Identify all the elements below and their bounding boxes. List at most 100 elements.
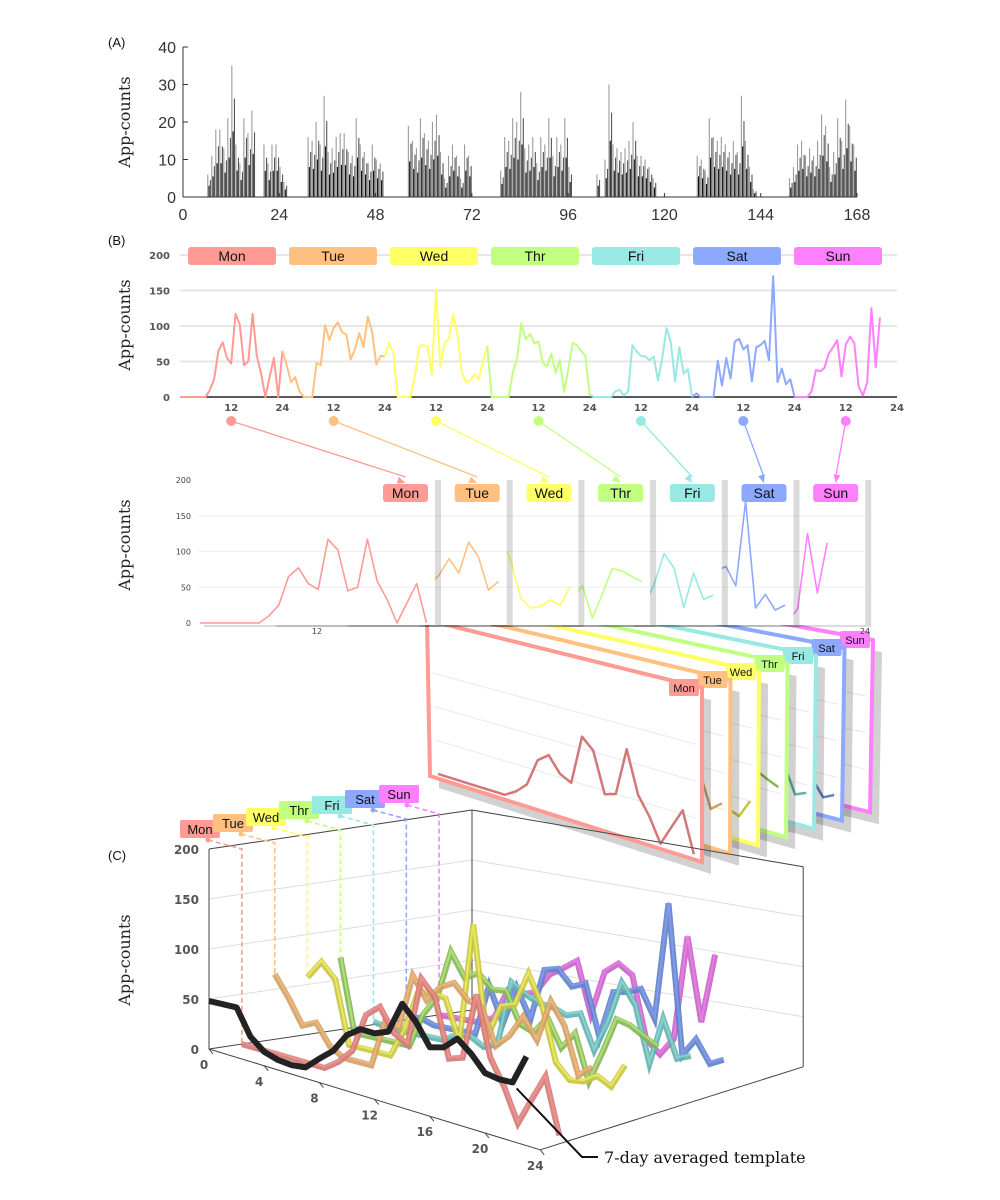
drop-line-thr bbox=[306, 820, 342, 958]
legend-label: Mon bbox=[218, 248, 245, 264]
series3d-wed bbox=[306, 922, 626, 1087]
top-back-edge bbox=[471, 809, 804, 868]
panel-a-chart: 0 10 20 30 40 0 24 48 72 96 120 144 168 bbox=[158, 40, 870, 224]
card-chip-mon bbox=[383, 484, 428, 502]
arrow-line-wed bbox=[435, 420, 550, 478]
y-tick-label: 150 bbox=[149, 287, 170, 298]
x-tick-label: 12 bbox=[312, 627, 322, 636]
card-chip-sat bbox=[741, 484, 787, 502]
frame-chip-tue bbox=[697, 671, 728, 688]
card-chip-label: Tue bbox=[465, 485, 489, 501]
x-tick-label: 24 bbox=[270, 207, 288, 224]
x-tick-label: 144 bbox=[747, 207, 774, 224]
arrow-line-sun bbox=[835, 420, 847, 478]
series3d-thr bbox=[339, 947, 659, 1084]
series-line-wed bbox=[383, 288, 489, 398]
y-tick-label: 0 bbox=[167, 190, 176, 207]
drop-line-fri bbox=[339, 815, 375, 1022]
drop-line-wed bbox=[273, 827, 309, 978]
legend-chip-sun bbox=[794, 247, 882, 265]
y-tick-label: 0 bbox=[163, 393, 170, 404]
x-tick-label: 0 bbox=[200, 1058, 208, 1072]
x-tick-label: 20 bbox=[472, 1142, 489, 1156]
arrow-line-mon bbox=[231, 420, 406, 478]
arrow-line-fri bbox=[640, 420, 693, 478]
frame-gridline bbox=[433, 706, 697, 782]
back-wall-gridline bbox=[471, 859, 804, 918]
left-wall-gridline bbox=[208, 959, 473, 1000]
card-chip-wed bbox=[526, 484, 572, 502]
x-tick-label: 8 bbox=[310, 1092, 318, 1106]
card-chip-tue bbox=[454, 484, 500, 502]
x-tick-label: 24 bbox=[527, 1159, 544, 1173]
card-chip-label: Fri bbox=[684, 485, 700, 501]
card-chip-label: Wed bbox=[535, 485, 564, 501]
x-tick-label: 12 bbox=[224, 403, 238, 414]
frame-chip-mon bbox=[669, 679, 699, 696]
x-tick-label: 12 bbox=[736, 403, 750, 414]
series-line-sun bbox=[794, 307, 881, 398]
y-axis-label-c: App-counts bbox=[115, 914, 134, 1006]
c-chip-label: Tue bbox=[222, 816, 244, 831]
frame-chip-fri bbox=[783, 647, 813, 664]
x-tick-label: 12 bbox=[429, 403, 443, 414]
c-chip-label: Sun bbox=[387, 787, 410, 802]
legend-chip-wed bbox=[390, 247, 478, 265]
x-tick-label: 12 bbox=[634, 403, 648, 414]
legend-chip-tue bbox=[289, 247, 377, 265]
card-chip-fri bbox=[669, 484, 715, 502]
frame-chip-label: Sun bbox=[845, 635, 865, 647]
annotation-leader-line bbox=[515, 1087, 598, 1158]
x-tick bbox=[484, 1132, 490, 1139]
x-tick-label: 120 bbox=[651, 207, 678, 224]
c-chip-label: Sat bbox=[355, 792, 375, 807]
card-chip-label: Sun bbox=[823, 485, 848, 501]
x-tick-label: 24 bbox=[275, 403, 289, 414]
arrow-head-sat bbox=[758, 474, 765, 483]
card-series-mon bbox=[200, 538, 428, 624]
legend-chip-thr bbox=[491, 247, 579, 265]
legend-label: Sat bbox=[726, 248, 747, 264]
panel-b-chart: 0 50 100 150 200 12 24 12 24 12 24 12 24 12 24 12 24 12 24… bbox=[149, 247, 904, 414]
x-tick-label: 12 bbox=[327, 403, 341, 414]
y-tick-label: 30 bbox=[158, 78, 176, 95]
y-tick-label: 40 bbox=[158, 40, 176, 57]
frame-chip-sat bbox=[811, 639, 842, 656]
x-tick bbox=[374, 1099, 379, 1105]
legend-label: Tue bbox=[321, 248, 345, 264]
card-chip-sun bbox=[813, 484, 859, 502]
x-tick-label: 16 bbox=[416, 1125, 433, 1139]
drop-line-sun bbox=[406, 804, 440, 1015]
legend-chip-fri bbox=[592, 247, 680, 265]
x-tick bbox=[263, 1065, 269, 1072]
x-tick-label: 24 bbox=[788, 403, 802, 414]
y-tick-label: 100 bbox=[174, 943, 199, 957]
y-tick-label: 0 bbox=[186, 619, 191, 628]
arrow-line-tue bbox=[333, 420, 478, 478]
x-tick-label: 96 bbox=[559, 207, 577, 224]
arrow-head-thr bbox=[611, 475, 621, 483]
frame-chip-label: Sat bbox=[818, 643, 835, 655]
x-tick-label: 4 bbox=[255, 1075, 263, 1089]
card-chip-label: Sat bbox=[753, 485, 774, 501]
x-tick-label: 0 bbox=[179, 207, 188, 224]
y-axis-label-stacked: App-counts bbox=[115, 499, 134, 591]
y-tick-label: 50 bbox=[156, 358, 170, 369]
y-tick-label: 150 bbox=[174, 893, 199, 907]
x-tick-label: 24 bbox=[860, 627, 870, 636]
series-line-fri bbox=[589, 327, 694, 398]
c-chip-thr bbox=[279, 801, 319, 819]
frame-series-mon bbox=[437, 735, 696, 855]
frame-chip-label: Wed bbox=[730, 667, 752, 679]
left-wall-gridline bbox=[208, 909, 473, 950]
drop-line-sat bbox=[372, 809, 408, 1020]
series-line-tue bbox=[281, 315, 386, 398]
x-tick-label: 12 bbox=[839, 403, 853, 414]
series-line-sat bbox=[691, 275, 796, 398]
frame-gridline bbox=[433, 672, 697, 745]
c-chip-label: Wed bbox=[253, 810, 280, 825]
y-tick-label: 200 bbox=[174, 843, 199, 857]
c-chip-mon bbox=[180, 820, 220, 838]
x-tick-label: 48 bbox=[367, 207, 385, 224]
